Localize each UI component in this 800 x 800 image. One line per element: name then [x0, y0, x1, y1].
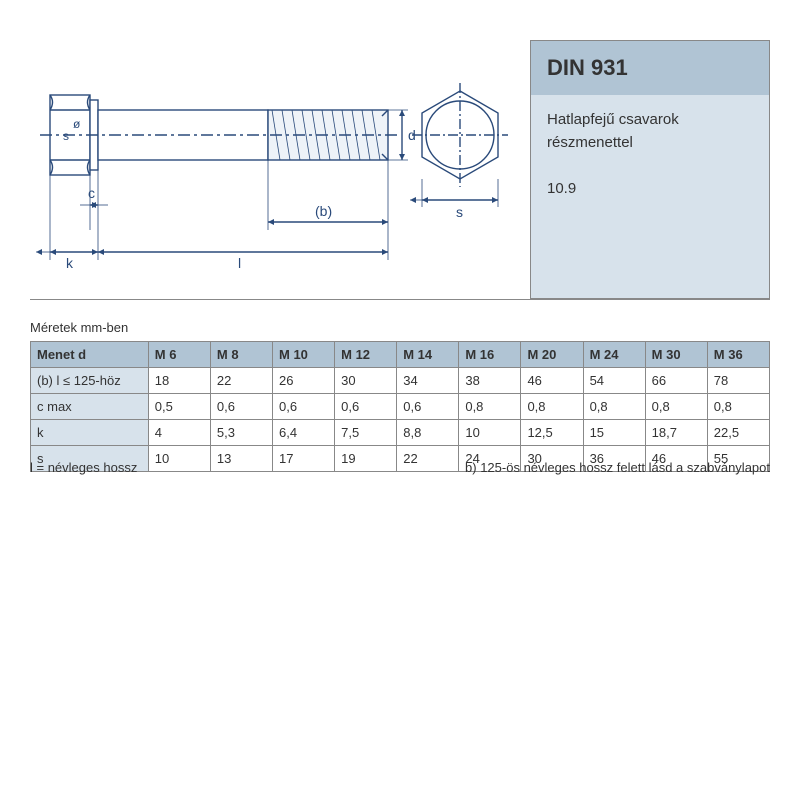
cell: 22 — [210, 368, 272, 394]
cell: 8,8 — [397, 420, 459, 446]
cell: 0,8 — [707, 394, 769, 420]
cell: 34 — [397, 368, 459, 394]
table-row: c max 0,5 0,6 0,6 0,6 0,6 0,8 0,8 0,8 0,… — [31, 394, 770, 420]
col-header: M 36 — [707, 342, 769, 368]
table-header-row: Menet d M 6 M 8 M 10 M 12 M 14 M 16 M 20… — [31, 342, 770, 368]
dim-b-label: (b) — [315, 203, 332, 219]
cell: 7,5 — [335, 420, 397, 446]
dim-c-label: c — [88, 185, 95, 201]
row-label: (b) l ≤ 125-höz — [31, 368, 149, 394]
cell: 0,8 — [459, 394, 521, 420]
dimensions-table-section: Méretek mm-ben Menet d M 6 M 8 M 10 M 12… — [30, 320, 770, 472]
col-header: M 14 — [397, 342, 459, 368]
col-header: M 30 — [645, 342, 707, 368]
cell: 30 — [335, 368, 397, 394]
col-header: M 6 — [148, 342, 210, 368]
col-header: M 10 — [273, 342, 335, 368]
cell: 22,5 — [707, 420, 769, 446]
footnote-left: l = névleges hossz — [30, 460, 137, 475]
dim-k-label: k — [66, 255, 74, 271]
col-header: M 16 — [459, 342, 521, 368]
cell: 6,4 — [273, 420, 335, 446]
desc-line1: Hatlapfejű csavarok — [547, 109, 753, 132]
col-header: M 8 — [210, 342, 272, 368]
svg-text:s: s — [63, 129, 69, 143]
cell: 18,7 — [645, 420, 707, 446]
table-row: k 4 5,3 6,4 7,5 8,8 10 12,5 15 18,7 22,5 — [31, 420, 770, 446]
table-row: (b) l ≤ 125-höz 18 22 26 30 34 38 46 54 … — [31, 368, 770, 394]
cell: 4 — [148, 420, 210, 446]
row-label: c max — [31, 394, 149, 420]
diagram-svg: s ø d c — [30, 40, 520, 300]
cell: 78 — [707, 368, 769, 394]
dim-s-label: s — [456, 204, 463, 220]
cell: 0,6 — [210, 394, 272, 420]
footnotes: l = névleges hossz b) 125-ös névleges ho… — [30, 460, 770, 475]
info-panel: DIN 931 Hatlapfejű csavarok részmenettel… — [530, 40, 770, 299]
cell: 0,8 — [583, 394, 645, 420]
bolt-diagram: s ø d c — [30, 40, 530, 299]
cell: 26 — [273, 368, 335, 394]
cell: 5,3 — [210, 420, 272, 446]
top-section: s ø d c — [30, 40, 770, 300]
col-header: M 20 — [521, 342, 583, 368]
cell: 46 — [521, 368, 583, 394]
table-caption: Méretek mm-ben — [30, 320, 770, 335]
dim-l-label: l — [238, 255, 241, 271]
cell: 0,6 — [335, 394, 397, 420]
cell: 54 — [583, 368, 645, 394]
cell: 0,8 — [645, 394, 707, 420]
desc-line2: részmenettel — [547, 132, 753, 155]
cell: 0,6 — [273, 394, 335, 420]
cell: 12,5 — [521, 420, 583, 446]
row-label: k — [31, 420, 149, 446]
cell: 38 — [459, 368, 521, 394]
cell: 10 — [459, 420, 521, 446]
header-label: Menet d — [31, 342, 149, 368]
cell: 0,8 — [521, 394, 583, 420]
dimensions-table: Menet d M 6 M 8 M 10 M 12 M 14 M 16 M 20… — [30, 341, 770, 472]
standard-description: Hatlapfejű csavarok részmenettel 10.9 — [530, 95, 770, 299]
svg-text:ø: ø — [73, 117, 81, 131]
cell: 0,5 — [148, 394, 210, 420]
col-header: M 12 — [335, 342, 397, 368]
cell: 18 — [148, 368, 210, 394]
cell: 66 — [645, 368, 707, 394]
standard-title: DIN 931 — [530, 40, 770, 95]
cell: 0,6 — [397, 394, 459, 420]
col-header: M 24 — [583, 342, 645, 368]
footnote-right: b) 125-ös névleges hossz felett lásd a s… — [465, 460, 770, 475]
cell: 15 — [583, 420, 645, 446]
strength-grade: 10.9 — [547, 178, 753, 201]
